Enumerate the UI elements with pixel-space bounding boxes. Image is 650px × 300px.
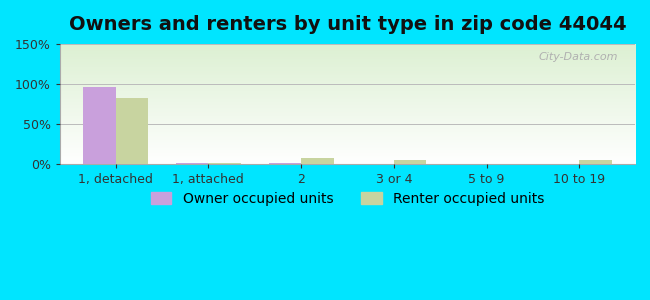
Bar [268, 163, 301, 164]
Bar [579, 160, 612, 164]
Bar [83, 87, 116, 164]
Title: Owners and renters by unit type in zip code 44044: Owners and renters by unit type in zip c… [69, 15, 626, 34]
Legend: Owner occupied units, Renter occupied units: Owner occupied units, Renter occupied un… [145, 186, 550, 211]
Bar [301, 158, 333, 164]
Bar [208, 163, 240, 164]
Bar [176, 163, 208, 164]
Bar [394, 160, 426, 164]
Bar [116, 98, 148, 164]
Text: City-Data.com: City-Data.com [538, 52, 617, 62]
